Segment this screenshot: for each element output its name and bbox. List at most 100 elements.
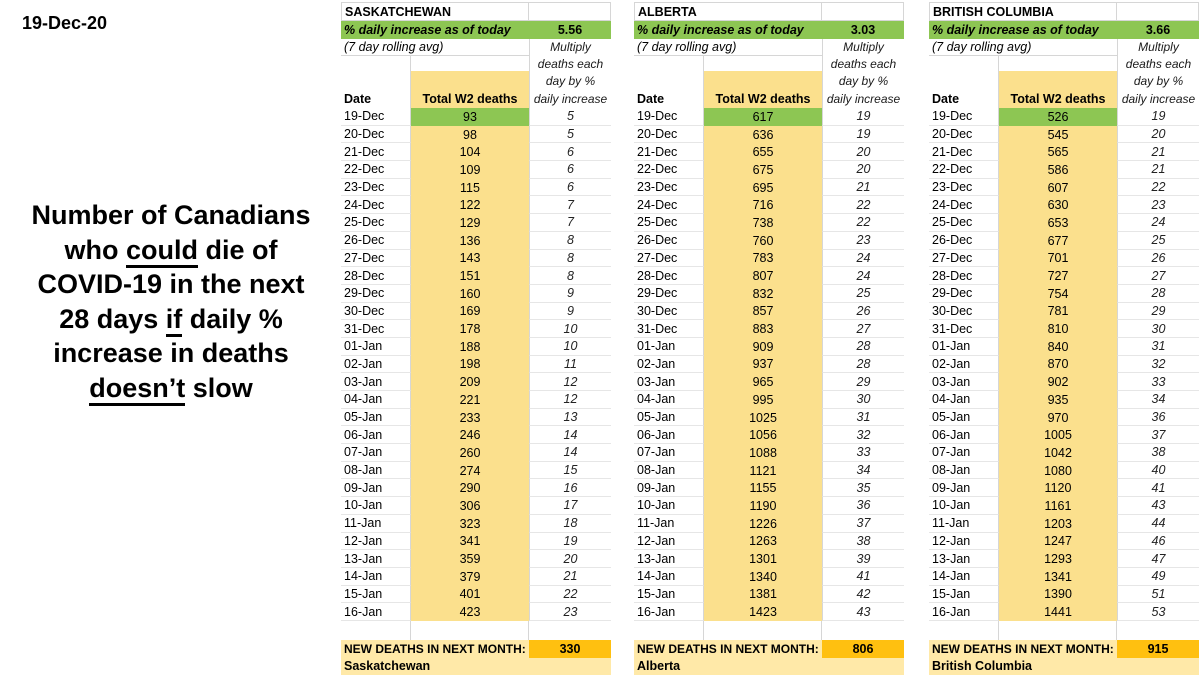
- table-row: 02-Jan 937 28: [634, 355, 904, 374]
- multiply-cell: 31: [1117, 337, 1199, 356]
- deaths-cell: 93: [411, 108, 529, 126]
- multiply-cell: 27: [822, 320, 904, 338]
- date-cell: 29-Dec: [634, 284, 704, 303]
- headline-line: doesn’t slow: [4, 371, 338, 406]
- table-row: 04-Jan 995 30: [634, 391, 904, 409]
- date-cell: 08-Jan: [634, 461, 704, 480]
- table-row: 24-Dec 122 7: [341, 196, 611, 215]
- deaths-cell: 1056: [704, 426, 822, 445]
- date-cell: 02-Jan: [929, 355, 999, 374]
- multiply-cell: 10: [529, 337, 611, 356]
- table-row: 31-Dec 810 30: [929, 320, 1199, 338]
- deaths-cell: 209: [411, 373, 529, 391]
- date-cell: 31-Dec: [929, 320, 999, 338]
- table-row: 02-Jan 870 32: [929, 355, 1199, 374]
- deaths-cell: 109: [411, 161, 529, 179]
- table-row: 08-Jan 274 15: [341, 461, 611, 480]
- table-header-left: (7 day rolling avg) Date Total W2 deaths: [929, 39, 1117, 108]
- deaths-cell: 783: [704, 249, 822, 268]
- date-cell: 28-Dec: [929, 267, 999, 285]
- multiply-cell: 34: [1117, 391, 1199, 409]
- date-cell: 16-Jan: [929, 603, 999, 621]
- table-row: 14-Jan 379 21: [341, 567, 611, 586]
- deaths-cell: 965: [704, 373, 822, 391]
- date-cell: 26-Dec: [634, 231, 704, 250]
- table-row: 25-Dec 738 22: [634, 214, 904, 232]
- date-cell: 08-Jan: [929, 461, 999, 480]
- multiply-cell: 29: [1117, 302, 1199, 321]
- multiply-column-header: Multiply deaths each day by % daily increas…: [529, 38, 611, 108]
- date-cell: 29-Dec: [341, 284, 411, 303]
- deaths-cell: 246: [411, 426, 529, 445]
- date-cell: 03-Jan: [341, 373, 411, 391]
- date-cell: 25-Dec: [929, 214, 999, 232]
- deaths-cell: 617: [704, 108, 822, 126]
- column-headers: Date Total W2 deaths: [634, 56, 822, 108]
- date-cell: 22-Dec: [929, 161, 999, 179]
- multiply-cell: 22: [822, 214, 904, 232]
- deaths-cell: 883: [704, 320, 822, 338]
- table-row: 31-Dec 178 10: [341, 320, 611, 338]
- deaths-cell: 143: [411, 249, 529, 268]
- multiply-cell: 14: [529, 444, 611, 462]
- deaths-cell: 857: [704, 302, 822, 321]
- pct-increase-row: % daily increase as of today 3.03: [634, 21, 904, 39]
- multiply-cell: 14: [529, 426, 611, 445]
- multiply-column-header: Multiply deaths each day by % daily increas…: [1117, 38, 1199, 108]
- deaths-column-header: Total W2 deaths: [411, 56, 529, 108]
- date-cell: 28-Dec: [634, 267, 704, 285]
- summary-label: NEW DEATHS IN NEXT MONTH:: [634, 639, 822, 658]
- multiply-cell: 6: [529, 178, 611, 197]
- deaths-cell: 1341: [999, 567, 1117, 586]
- table-row: 26-Dec 136 8: [341, 231, 611, 250]
- deaths-cell: 675: [704, 161, 822, 179]
- multiply-cell: 36: [1117, 408, 1199, 427]
- summary-value: 330: [529, 639, 611, 658]
- deaths-cell: 781: [999, 302, 1117, 321]
- deaths-cell: 909: [704, 337, 822, 356]
- multiply-cell: 5: [529, 108, 611, 126]
- deaths-cell: 738: [704, 214, 822, 232]
- date-cell: 27-Dec: [634, 249, 704, 268]
- deaths-cell: 1390: [999, 585, 1117, 604]
- deaths-cell: 260: [411, 444, 529, 462]
- deaths-cell: 1203: [999, 514, 1117, 533]
- table-row: 13-Jan 359 20: [341, 550, 611, 568]
- deaths-cell: 677: [999, 231, 1117, 250]
- date-cell: 07-Jan: [929, 444, 999, 462]
- summary-label: NEW DEATHS IN NEXT MONTH:: [929, 639, 1117, 658]
- date-cell: 24-Dec: [634, 196, 704, 215]
- table-row: 12-Jan 1263 38: [634, 532, 904, 551]
- table-row: 29-Dec 754 28: [929, 284, 1199, 303]
- multiply-cell: 9: [529, 302, 611, 321]
- table-row: 05-Jan 970 36: [929, 408, 1199, 427]
- date-cell: 01-Jan: [341, 337, 411, 356]
- deaths-cell: 1088: [704, 444, 822, 462]
- deaths-cell: 1226: [704, 514, 822, 533]
- date-cell: 12-Jan: [634, 532, 704, 551]
- table-row: 22-Dec 675 20: [634, 161, 904, 179]
- multiply-cell: 19: [529, 532, 611, 551]
- date-cell: 11-Jan: [341, 514, 411, 533]
- deaths-cell: 840: [999, 337, 1117, 356]
- table-row: 06-Jan 246 14: [341, 426, 611, 445]
- multiply-cell: 6: [529, 143, 611, 162]
- multiply-cell: 21: [822, 178, 904, 197]
- date-cell: 13-Jan: [634, 550, 704, 568]
- date-cell: 08-Jan: [341, 461, 411, 480]
- multiply-cell: 17: [529, 497, 611, 515]
- multiply-cell: 32: [1117, 355, 1199, 374]
- multiply-cell: 8: [529, 267, 611, 285]
- multiply-cell: 40: [1117, 461, 1199, 480]
- deaths-cell: 306: [411, 497, 529, 515]
- table-row: 11-Jan 323 18: [341, 514, 611, 533]
- table-row: 06-Jan 1005 37: [929, 426, 1199, 445]
- date-cell: 06-Jan: [634, 426, 704, 445]
- headline-line: increase in deaths: [53, 338, 289, 368]
- date-cell: 19-Dec: [341, 108, 411, 126]
- date-cell: 24-Dec: [929, 196, 999, 215]
- table-row: 27-Dec 701 26: [929, 249, 1199, 268]
- multiply-cell: 19: [1117, 108, 1199, 126]
- deaths-cell: 341: [411, 532, 529, 551]
